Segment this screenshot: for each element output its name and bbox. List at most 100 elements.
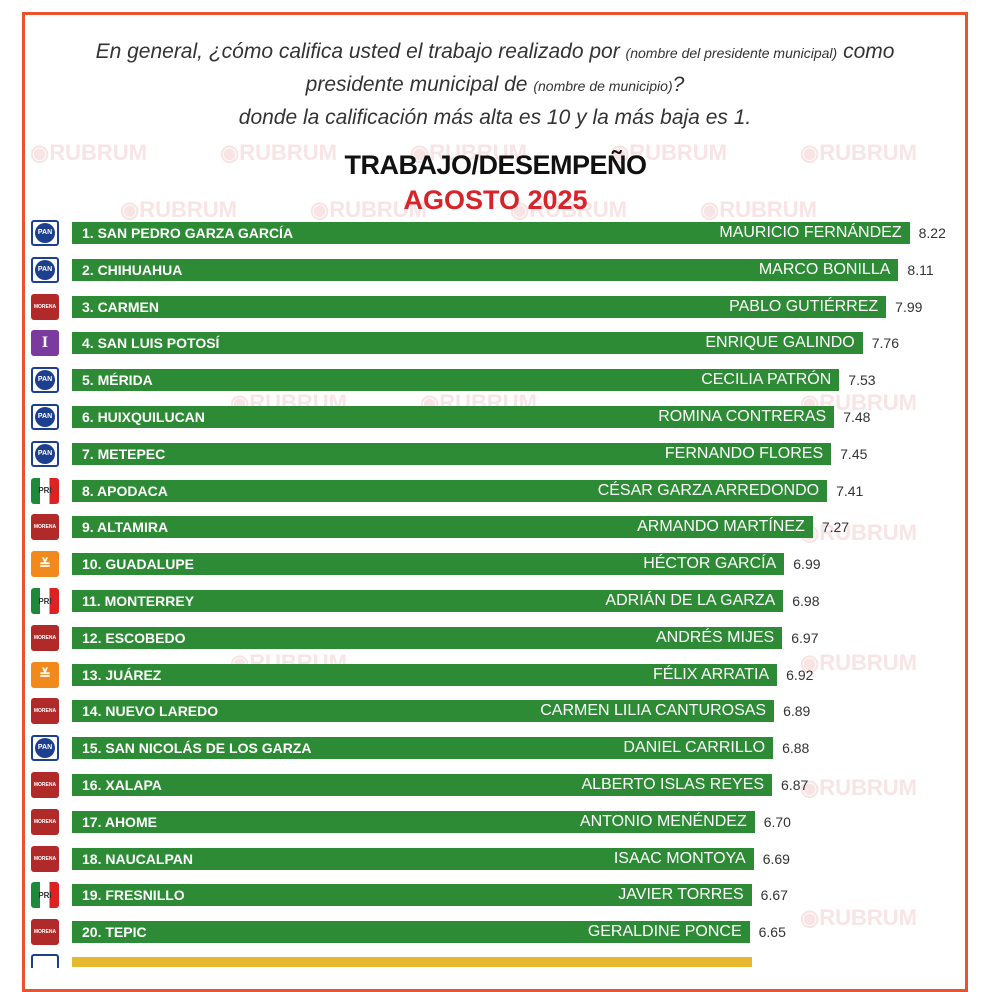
bar-row: MORENA 18. NAUCALPAN ISAAC MONTOYA 6.69 (0, 845, 991, 872)
municipality-label: 17. AHOME (82, 813, 157, 830)
mayor-label: HÉCTOR GARCÍA (643, 555, 777, 573)
mayor-label: CARMEN LILIA CANTUROSAS (540, 702, 767, 720)
watermark: ◉RUBRUM (410, 140, 527, 165)
bar: 14. NUEVO LAREDO CARMEN LILIA CANTUROSAS (72, 700, 775, 723)
bar: 13. JUÁREZ FÉLIX ARRATIA (72, 663, 778, 686)
bar-row: PAN 1. SAN PEDRO GARZA GARCÍA MAURICIO FER… (0, 220, 991, 246)
municipality-label: 1. SAN PEDRO GARZA GARCÍA (82, 225, 294, 241)
morena-logo-icon: MORENA (31, 808, 59, 835)
municipality-label: 7. METEPEC (82, 445, 166, 462)
mayor-label: ANTONIO MENÉNDEZ (579, 812, 747, 830)
watermark: ◉RUBRUM (220, 140, 337, 165)
watermark: ◉RUBRUM (700, 197, 817, 222)
value-label: 6.99 (793, 556, 821, 573)
mayor-label: ARMANDO MARTÍNEZ (637, 518, 805, 536)
watermark: ◉RUBRUM (800, 520, 917, 545)
value-label: 7.41 (836, 482, 864, 499)
value-label: 6.70 (763, 813, 791, 830)
mayor-label: ALBERTO ISLAS REYES (581, 776, 765, 793)
bar-row: ≚ 13. JUÁREZ FÉLIX ARRATIA 6.92 (0, 661, 991, 688)
bar-row: PAN 5. MÉRIDA CECILIA PATRÓN 7.53 (0, 367, 991, 394)
watermark: ◉RUBRUM (800, 650, 917, 675)
mc-logo-icon: ≚ (31, 661, 59, 688)
pri-logo-icon: PRI (31, 588, 59, 614)
municipality-label: 18. NAUCALPAN (82, 850, 193, 867)
morena-logo-icon: MORENA (31, 845, 59, 872)
chart-title: TRABAJO/DESEMPEÑO (344, 150, 647, 180)
bar-row: PRI 19. FRESNILLO JAVIER TORRES 6.67 (0, 882, 991, 909)
municipality-label: 13. JUÁREZ (82, 666, 162, 683)
bar: 19. FRESNILLO JAVIER TORRES (72, 884, 752, 907)
mayor-label: CECILIA PATRÓN (701, 371, 832, 389)
municipality-label: 6. HUIXQUILUCAN (82, 409, 205, 425)
question-line: como presidente municipal de (305, 40, 895, 96)
watermark: ◉RUBRUM (510, 197, 627, 222)
bar: 11. MONTERREY ADRIÁN DE LA GARZA (72, 590, 784, 612)
question-note: (nombre de municipio) (533, 78, 673, 94)
mayor-label: ANDRÉS MIJES (655, 628, 775, 646)
morena-logo-icon: MORENA (31, 698, 59, 725)
bar: 18. NAUCALPAN ISAAC MONTOYA (72, 847, 754, 870)
municipality-label: 4. SAN LUIS POTOSÍ (82, 335, 220, 352)
question-mark: ? (672, 73, 685, 96)
pan-logo-icon: PAN (31, 220, 59, 246)
morena-logo-icon: MORENA (31, 514, 59, 541)
bar-row: MORENA 14. NUEVO LAREDO CARMEN LILIA CANTU… (0, 698, 991, 725)
value-label: 8.22 (918, 225, 946, 241)
value-label: 7.27 (821, 519, 850, 536)
partial-bar (72, 957, 752, 967)
bar: 8. APODACA CÉSAR GARZA ARREDONDO (72, 479, 828, 502)
bar-row: MORENA 12. ESCOBEDO ANDRÉS MIJES 6.97 (0, 624, 991, 651)
value-label: 8.11 (907, 261, 934, 278)
bar-row: MORENA 17. AHOME ANTONIO MENÉNDEZ 6.70 (0, 808, 991, 835)
value-label: 6.69 (762, 850, 790, 867)
bar-row: PRI 11. MONTERREY ADRIÁN DE LA GARZA 6.98 (0, 588, 991, 614)
mayor-label: PABLO GUTIÉRREZ (729, 297, 879, 315)
value-label: 6.87 (781, 777, 809, 793)
morena-logo-icon: MORENA (31, 624, 59, 651)
independent-logo-icon: I (31, 330, 59, 357)
value-label: 6.65 (758, 924, 786, 941)
municipality-label: 15. SAN NICOLÁS DE LOS GARZA (82, 740, 312, 757)
mc-logo-icon: ≚ (31, 551, 59, 578)
value-label: 6.89 (783, 703, 811, 720)
bar: 6. HUIXQUILUCAN ROMINA CONTRERAS (72, 406, 835, 428)
question-line: donde la calificación más alta es 10 y l… (238, 106, 752, 129)
watermark: ◉RUBRUM (800, 140, 917, 165)
value-label: 7.99 (895, 298, 923, 315)
watermark: ◉RUBRUM (800, 775, 917, 800)
mayor-label: DANIEL CARRILLO (623, 739, 766, 757)
bar: 9. ALTAMIRA ARMANDO MARTÍNEZ (72, 516, 813, 539)
watermark: ◉RUBRUM (800, 905, 917, 930)
mayor-label: MARCO BONILLA (758, 260, 891, 278)
bar-row: PRI 8. APODACA CÉSAR GARZA ARREDONDO 7.41 (0, 477, 991, 504)
bar: 20. TEPIC GERALDINE PONCE (72, 921, 750, 944)
municipality-label: 8. APODACA (82, 482, 168, 499)
mayor-label: MAURICIO FERNÁNDEZ (719, 224, 902, 241)
bar: 15. SAN NICOLÁS DE LOS GARZA DANIEL CARRI… (72, 737, 774, 760)
pan-logo-icon (31, 954, 59, 968)
value-label: 6.97 (791, 629, 819, 646)
municipality-label: 9. ALTAMIRA (82, 519, 169, 536)
bar-row: MORENA 20. TEPIC GERALDINE PONCE 6.65 (0, 919, 991, 946)
pan-logo-icon: PAN (31, 404, 59, 430)
pri-logo-icon: PRI (31, 477, 59, 504)
value-label: 7.45 (840, 445, 868, 462)
mayor-label: FERNANDO FLORES (664, 444, 824, 462)
mayor-label: ISAAC MONTOYA (613, 849, 746, 867)
municipality-label: 14. NUEVO LAREDO (82, 703, 219, 720)
bar: 10. GUADALUPE HÉCTOR GARCÍA (72, 553, 785, 576)
mayor-label: ENRIQUE GALINDO (705, 334, 855, 352)
value-label: 6.67 (760, 887, 788, 904)
bar-row: PAN 6. HUIXQUILUCAN ROMINA CONTRERAS 7.48 (0, 404, 991, 430)
bar-row: MORENA 16. XALAPA ALBERTO ISLAS REYES 6.87 (0, 772, 991, 798)
value-label: 7.76 (871, 335, 899, 352)
bar-row: PAN 15. SAN NICOLÁS DE LOS GARZA DANIEL CA… (0, 735, 991, 762)
pan-logo-icon: PAN (31, 735, 59, 762)
bar: 12. ESCOBEDO ANDRÉS MIJES (72, 626, 783, 649)
mayor-label: GERALDINE PONCE (587, 923, 742, 941)
chart-subtitle: AGOSTO 2025 (403, 185, 588, 215)
bar-row: I 4. SAN LUIS POTOSÍ ENRIQUE GALINDO 7.76 (0, 330, 991, 357)
bar-row: PAN 2. CHIHUAHUA MARCO BONILLA 8.11 (0, 256, 991, 283)
bar: 7. METEPEC FERNANDO FLORES (72, 442, 832, 465)
